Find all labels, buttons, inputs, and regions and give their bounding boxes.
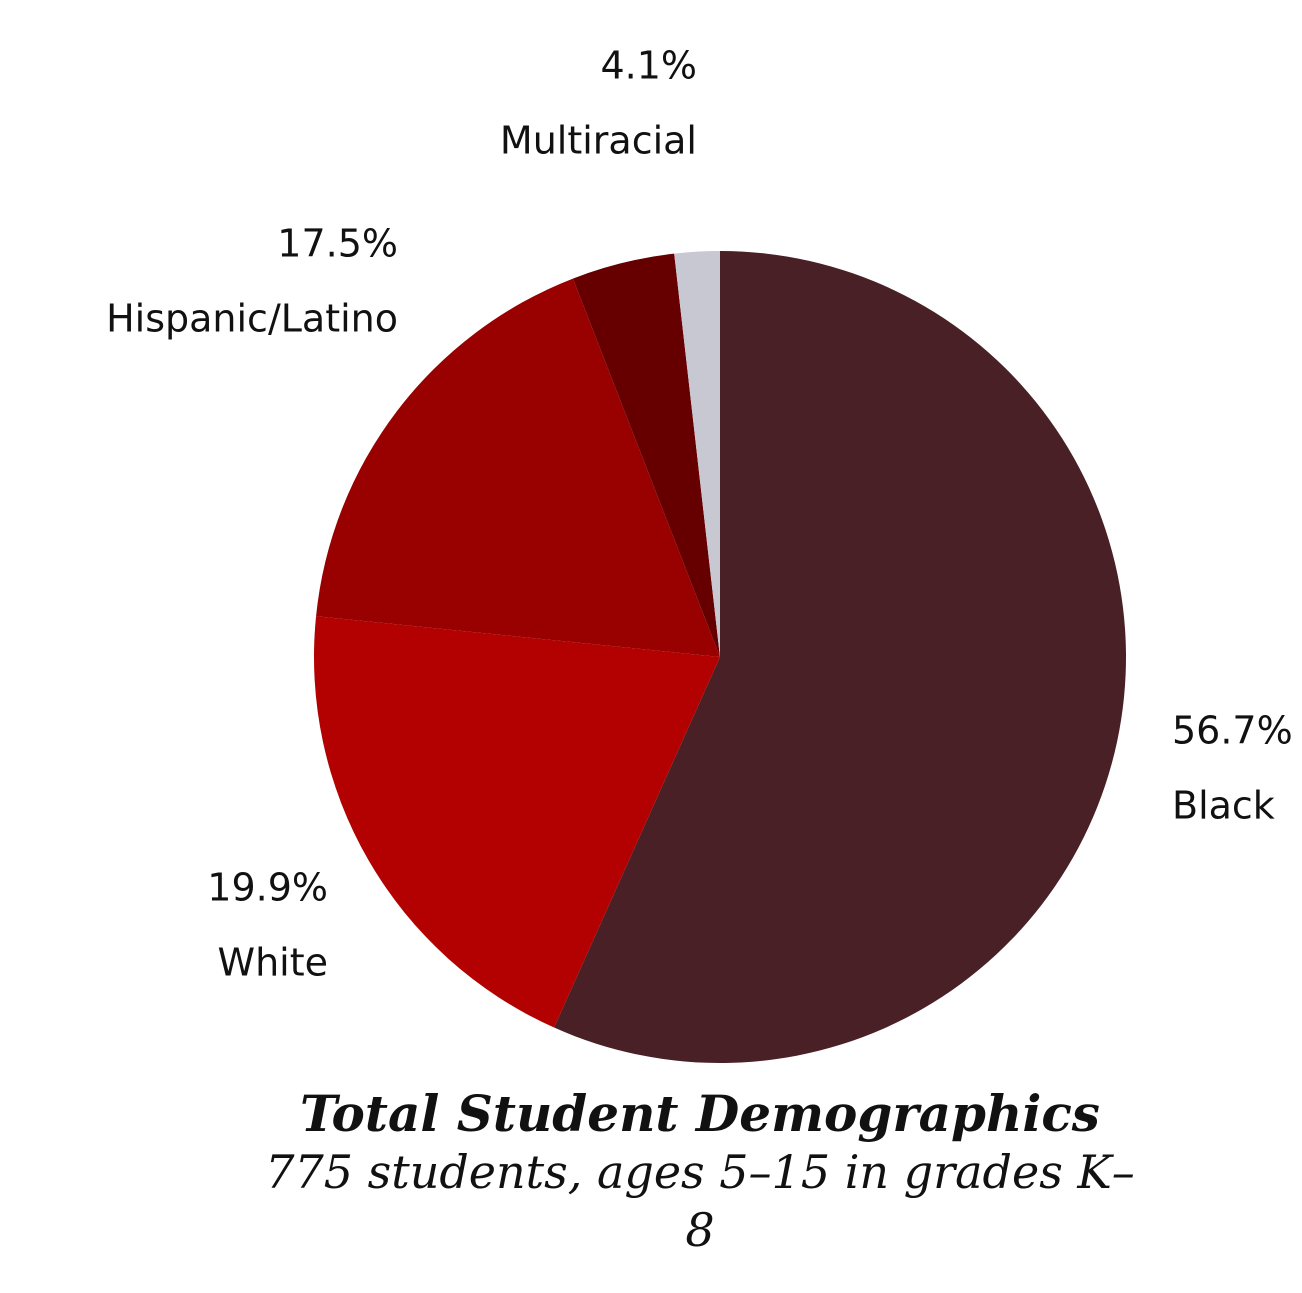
titles: Total Student Demographics 775 students,… [200,1085,1200,1259]
value-label: 17.5% [277,222,398,266]
value-label: 56.7% [1172,709,1293,753]
value-label: 4.1% [600,44,697,88]
pie-slice [316,278,720,657]
category-label: Multiracial [500,119,697,163]
pie-slice [313,616,720,1028]
value-label: 19.9% [207,866,328,910]
category-label: White [218,941,329,985]
pie-slice [572,253,720,657]
pie-slice [554,251,1126,1063]
chart-title: Total Student Demographics [300,1084,1100,1143]
category-label: Black [1172,784,1275,828]
pie-slice [674,251,720,657]
chart-subtitle: 775 students, ages 5–15 in grades K–8 [265,1145,1135,1257]
category-label: Hispanic/Latino [106,297,398,341]
